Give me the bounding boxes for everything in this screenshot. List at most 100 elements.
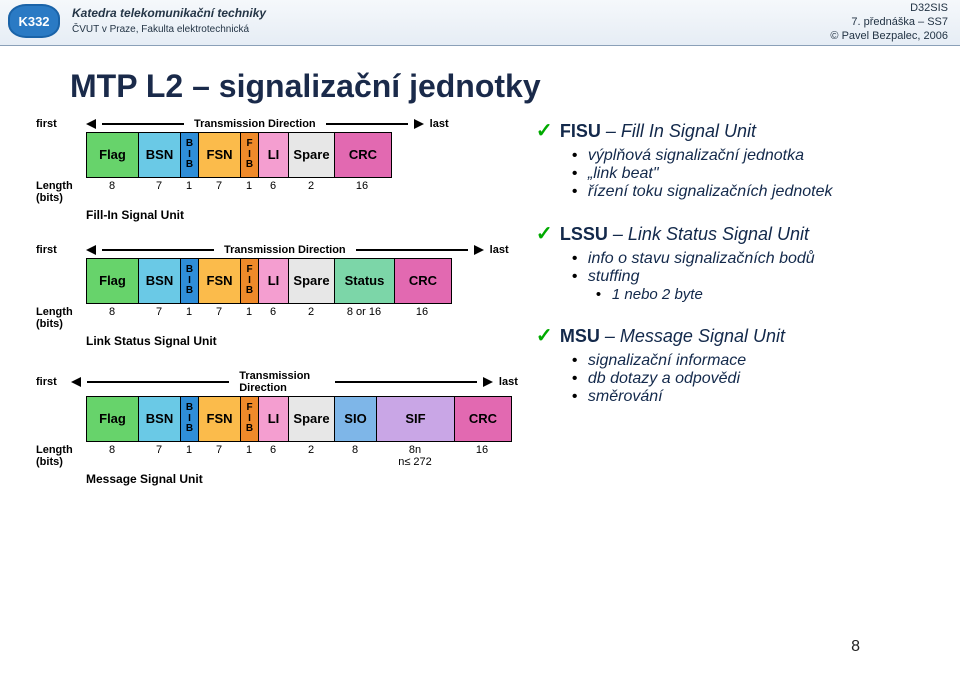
length-cell: 16	[454, 444, 510, 468]
direction-row: firstTransmission Directionlast	[36, 370, 518, 394]
field-block: Flag	[87, 259, 139, 303]
length-cell: 16	[334, 180, 390, 204]
field-block: F I B	[241, 397, 259, 441]
arrow-left-icon	[86, 245, 96, 255]
length-row: Length(bits)871716288n n≤ 27216	[36, 444, 518, 468]
sub-item: signalizační informace	[572, 352, 940, 370]
length-cell: 1	[240, 306, 258, 330]
length-row: Length(bits)87171628 or 1616	[36, 306, 518, 330]
direction-row: first Transmission Direction last	[36, 244, 518, 256]
length-cell: 2	[288, 444, 334, 468]
sub-item: „link beat"	[572, 165, 940, 183]
arrow-right-icon	[414, 119, 424, 129]
length-cell: 8	[86, 306, 138, 330]
signal-unit: first Transmission Direction last FlagBSNB …	[36, 244, 518, 348]
bullet-bold: MSU	[560, 326, 600, 346]
bullet-rest: – Fill In Signal Unit	[601, 121, 756, 141]
field-block: B I B	[181, 133, 199, 177]
length-cell: 2	[288, 180, 334, 204]
length-cell: 1	[240, 180, 258, 204]
dir-line	[326, 123, 408, 125]
slide-header: K332 Katedra telekomunikační techniky ČV…	[0, 0, 960, 46]
header-right-lines: D32SIS7. přednáška – SS7© Pavel Bezpalec…	[812, 2, 948, 43]
bullet-rest: – Link Status Signal Unit	[608, 224, 809, 244]
field-block: BSN	[139, 259, 181, 303]
logo-badge: K332	[8, 4, 60, 38]
signal-unit: firstTransmission DirectionlastFlagBSNB …	[36, 118, 518, 222]
length-cell: 6	[258, 306, 288, 330]
field-block: Spare	[289, 259, 335, 303]
length-cell: 16	[394, 306, 450, 330]
length-cell: 7	[138, 306, 180, 330]
field-block: LI	[259, 133, 289, 177]
sub-sub-item: 1 nebo 2 byte	[596, 286, 940, 303]
dir-first: first	[36, 376, 71, 388]
tick-item: FISU – Fill In Signal Unit	[536, 118, 940, 143]
sub-item: db dotazy a odpovědi	[572, 370, 940, 388]
dir-first: first	[36, 118, 86, 130]
field-block: B I B	[181, 259, 199, 303]
dir-last: last	[484, 244, 509, 256]
length-cell: 8	[86, 444, 138, 468]
bullet-bold: FISU	[560, 121, 601, 141]
field-block: Flag	[87, 133, 139, 177]
length-cell: 6	[258, 180, 288, 204]
bullet-group: MSU – Message Signal Unit signalizační in…	[536, 323, 940, 406]
sub-item: řízení toku signalizačních jednotek	[572, 183, 940, 201]
bullet-group: LSSU – Link Status Signal Unitinfo o sta…	[536, 221, 940, 303]
signal-unit: firstTransmission DirectionlastFlagBSNB …	[36, 370, 518, 486]
length-cell: 1	[180, 306, 198, 330]
field-block: Flag	[87, 397, 139, 441]
field-block: SIF	[377, 397, 455, 441]
field-block: F I B	[241, 133, 259, 177]
field-block: BSN	[139, 397, 181, 441]
field-block: FSN	[199, 397, 241, 441]
length-cell: 8 or 16	[334, 306, 394, 330]
diagram-column: firstTransmission DirectionlastFlagBSNB …	[36, 118, 518, 634]
length-cell: 7	[138, 444, 180, 468]
unit-name: Message Signal Unit	[86, 472, 518, 486]
field-block: BSN	[139, 133, 181, 177]
arrow-left-icon	[71, 377, 81, 387]
field-block: CRC	[335, 133, 391, 177]
length-cell: 2	[288, 306, 334, 330]
field-block: F I B	[241, 259, 259, 303]
dir-label: Transmission Direction	[235, 370, 329, 394]
unit-name: Link Status Signal Unit	[86, 334, 518, 348]
field-blocks: FlagBSNB I BFSNF I BLISpareStatusCRC	[86, 258, 452, 304]
sub-item: stuffing	[572, 268, 940, 286]
dir-label: Transmission Direction	[190, 118, 320, 130]
length-cell: 1	[180, 444, 198, 468]
length-cell: 1	[240, 444, 258, 468]
dept-name: Katedra telekomunikační techniky	[72, 6, 266, 20]
dir-label: Transmission Direction	[220, 244, 350, 256]
sub-item: směrování	[572, 388, 940, 406]
dir-first: first	[36, 244, 86, 256]
field-block: Status	[335, 259, 395, 303]
dir-line	[102, 123, 184, 125]
field-block: Spare	[289, 133, 335, 177]
field-blocks: FlagBSNB I BFSNF I BLISpareCRC	[86, 132, 392, 178]
length-caption: Length(bits)	[36, 444, 86, 468]
header-right-line: 7. přednáška – SS7	[830, 16, 948, 30]
length-cell: 7	[198, 180, 240, 204]
header-right-line: © Pavel Bezpalec, 2006	[830, 30, 948, 44]
field-block: Spare	[289, 397, 335, 441]
direction-row: firstTransmission Directionlast	[36, 118, 518, 130]
length-cell: 8	[334, 444, 376, 468]
length-cell: 7	[198, 444, 240, 468]
length-cell: 8n n≤ 272	[376, 444, 454, 468]
tick-item: LSSU – Link Status Signal Unit	[536, 221, 940, 246]
unit-name: Fill-In Signal Unit	[86, 208, 518, 222]
header-right-line: D32SIS	[830, 2, 948, 16]
field-block: LI	[259, 259, 289, 303]
dir-line	[87, 381, 229, 383]
length-row: Length(bits)871716216	[36, 180, 518, 204]
arrow-right-icon	[474, 245, 484, 255]
field-block: B I B	[181, 397, 199, 441]
tick-item: MSU – Message Signal Unit	[536, 323, 940, 348]
length-cell: 7	[198, 306, 240, 330]
field-block: SIO	[335, 397, 377, 441]
dir-line	[335, 381, 477, 383]
field-block: CRC	[395, 259, 451, 303]
